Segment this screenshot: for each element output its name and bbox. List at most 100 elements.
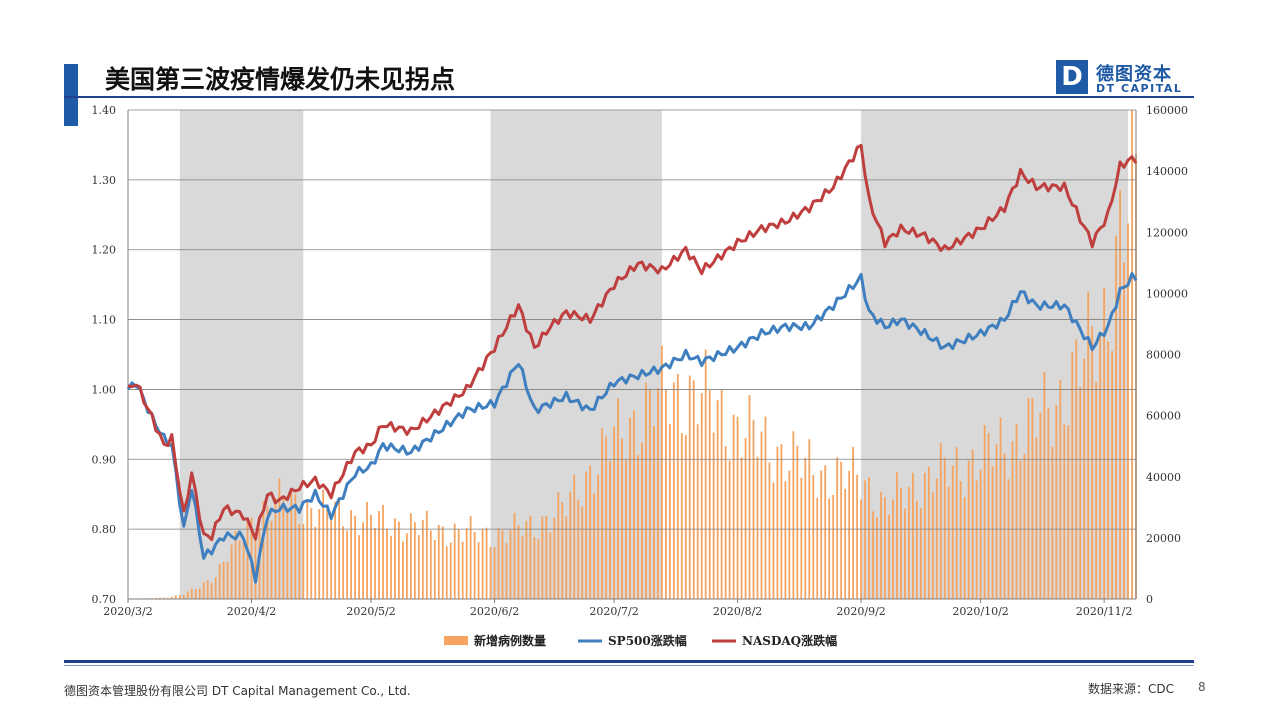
new-cases-bar — [234, 531, 237, 599]
new-cases-bar — [270, 520, 273, 599]
new-cases-bar — [696, 424, 699, 599]
new-cases-bar — [888, 514, 890, 599]
new-cases-bar — [318, 509, 321, 599]
new-cases-bar — [577, 499, 580, 599]
new-cases-bar — [772, 482, 775, 599]
new-cases-bar — [569, 491, 572, 599]
x-tick-label: 2020/6/2 — [470, 605, 519, 618]
new-cases-bar — [473, 531, 476, 599]
new-cases-bar — [382, 504, 384, 599]
new-cases-bar — [1047, 408, 1050, 599]
new-cases-bar — [465, 528, 468, 599]
new-cases-bar — [262, 501, 265, 599]
new-cases-bar — [545, 515, 548, 599]
new-cases-bar — [660, 345, 663, 599]
new-cases-bar — [656, 388, 659, 599]
new-cases-bar — [896, 472, 898, 599]
legend-swatch-cases — [444, 636, 468, 645]
new-cases-bar — [904, 508, 906, 599]
new-cases-bar — [493, 547, 496, 599]
new-cases-bar — [1075, 339, 1078, 599]
new-cases-bar — [900, 487, 902, 599]
new-cases-bar — [374, 527, 376, 599]
new-cases-bar — [517, 524, 520, 599]
new-cases-bar — [1019, 460, 1022, 599]
new-cases-bar — [955, 447, 958, 599]
new-cases-bar — [728, 460, 731, 599]
new-cases-bar — [979, 469, 982, 599]
company-footer: 德图资本管理股份有限公司 DT Capital Management Co., … — [64, 684, 411, 698]
new-cases-bar — [242, 541, 245, 599]
new-cases-bar — [453, 523, 456, 599]
new-cases-bar — [485, 527, 488, 599]
logo-chinese-name: 德图资本 — [1096, 64, 1172, 85]
new-cases-bar — [752, 420, 755, 599]
page-number: 8 — [1198, 680, 1206, 694]
new-cases-bar — [939, 442, 942, 599]
new-cases-bar — [776, 446, 779, 599]
new-cases-bar — [704, 349, 707, 599]
new-cases-bar — [286, 512, 289, 599]
new-cases-bar — [744, 437, 747, 599]
new-cases-bar — [445, 546, 448, 599]
new-cases-bar — [166, 597, 169, 599]
new-cases-bar — [497, 528, 500, 599]
new-cases-bar — [449, 542, 452, 599]
new-cases-bar — [334, 501, 337, 599]
y-left-tick-label: 1.10 — [92, 314, 117, 327]
new-cases-bar — [437, 525, 440, 599]
y-right-tick-label: 60000 — [1146, 410, 1181, 423]
new-cases-bar — [911, 472, 914, 599]
new-cases-bar — [178, 595, 181, 599]
title-accent-bar — [64, 64, 78, 126]
new-cases-bar — [645, 382, 647, 599]
new-cases-bar — [637, 455, 639, 599]
new-cases-bar — [804, 457, 807, 599]
x-tick-label: 2020/7/2 — [589, 605, 638, 618]
new-cases-bar — [621, 438, 623, 599]
new-cases-bar — [198, 588, 201, 599]
new-cases-bar — [1095, 382, 1098, 599]
new-cases-bar — [541, 516, 544, 599]
new-cases-bar — [266, 506, 269, 599]
new-cases-bar — [581, 506, 584, 599]
new-cases-bar — [792, 431, 795, 599]
legend-label: SP500涨跌幅 — [608, 633, 687, 648]
new-cases-bar — [246, 520, 249, 599]
grid-lines — [128, 109, 1136, 600]
new-cases-bar — [1067, 425, 1070, 599]
new-cases-bar — [812, 475, 815, 599]
new-cases-bar — [206, 580, 209, 599]
new-cases-bar — [927, 466, 930, 599]
new-cases-bar — [824, 465, 827, 599]
new-cases-bar — [294, 494, 297, 599]
new-cases-bar — [816, 497, 819, 599]
x-tick-label: 2020/8/2 — [713, 605, 762, 618]
new-cases-bar — [306, 500, 309, 599]
new-cases-bar — [481, 528, 484, 599]
new-cases-bar — [394, 518, 396, 599]
new-cases-bar — [210, 582, 213, 599]
new-cases-bar — [358, 535, 360, 599]
new-cases-bar — [409, 513, 412, 599]
new-cases-bar — [672, 382, 675, 599]
new-cases-bar — [405, 533, 408, 599]
new-cases-bar — [915, 500, 918, 599]
y-right-tick-label: 160000 — [1146, 104, 1188, 117]
series-lines — [126, 143, 1138, 584]
page-title: 美国第三波疫情爆发仍未见拐点 — [105, 65, 456, 94]
new-cases-bar — [1091, 326, 1094, 599]
new-cases-bar — [1031, 398, 1034, 599]
new-cases-bar — [868, 477, 870, 599]
new-cases-bar — [832, 494, 835, 599]
new-cases-bar — [402, 541, 404, 599]
new-cases-bar — [214, 577, 217, 599]
new-cases-bar — [1035, 437, 1038, 599]
new-cases-bar — [326, 507, 329, 599]
new-cases-bar — [254, 536, 257, 599]
axes: 0.70 0.80 0.90 1.00 1.10 1.20 1.30 1.40 0 20000 40… — [92, 104, 1189, 618]
new-cases-bar — [1087, 291, 1090, 599]
new-cases-bar — [573, 474, 576, 599]
new-cases-bar — [350, 510, 353, 599]
new-cases-bar — [613, 426, 615, 599]
